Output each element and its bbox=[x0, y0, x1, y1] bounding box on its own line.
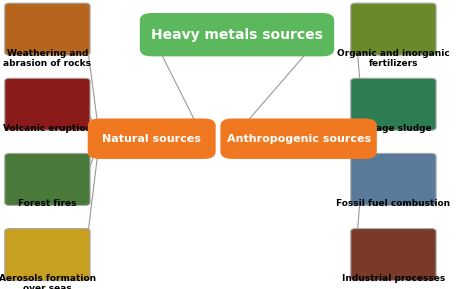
FancyBboxPatch shape bbox=[351, 78, 436, 130]
Text: Anthropogenic sources: Anthropogenic sources bbox=[227, 134, 371, 144]
FancyBboxPatch shape bbox=[351, 229, 436, 281]
FancyBboxPatch shape bbox=[5, 229, 90, 281]
FancyBboxPatch shape bbox=[88, 118, 216, 159]
Text: Sewage sludge: Sewage sludge bbox=[355, 124, 432, 133]
Text: Forest fires: Forest fires bbox=[18, 199, 77, 208]
Text: Weathering and
abrasion of rocks: Weathering and abrasion of rocks bbox=[3, 49, 91, 68]
Text: Natural sources: Natural sources bbox=[102, 134, 201, 144]
Text: Industrial processes: Industrial processes bbox=[342, 274, 445, 283]
FancyBboxPatch shape bbox=[5, 78, 90, 130]
Text: Volcanic eruption: Volcanic eruption bbox=[3, 124, 92, 133]
FancyBboxPatch shape bbox=[220, 118, 377, 159]
FancyBboxPatch shape bbox=[351, 153, 436, 205]
FancyBboxPatch shape bbox=[140, 13, 334, 56]
Text: Heavy metals sources: Heavy metals sources bbox=[151, 28, 323, 42]
Text: Aerosols formation
over seas: Aerosols formation over seas bbox=[0, 274, 96, 289]
Text: Organic and inorganic
fertilizers: Organic and inorganic fertilizers bbox=[337, 49, 450, 68]
Text: Fossil fuel combustion: Fossil fuel combustion bbox=[337, 199, 450, 208]
FancyBboxPatch shape bbox=[5, 3, 90, 55]
FancyBboxPatch shape bbox=[351, 3, 436, 55]
FancyBboxPatch shape bbox=[5, 153, 90, 205]
